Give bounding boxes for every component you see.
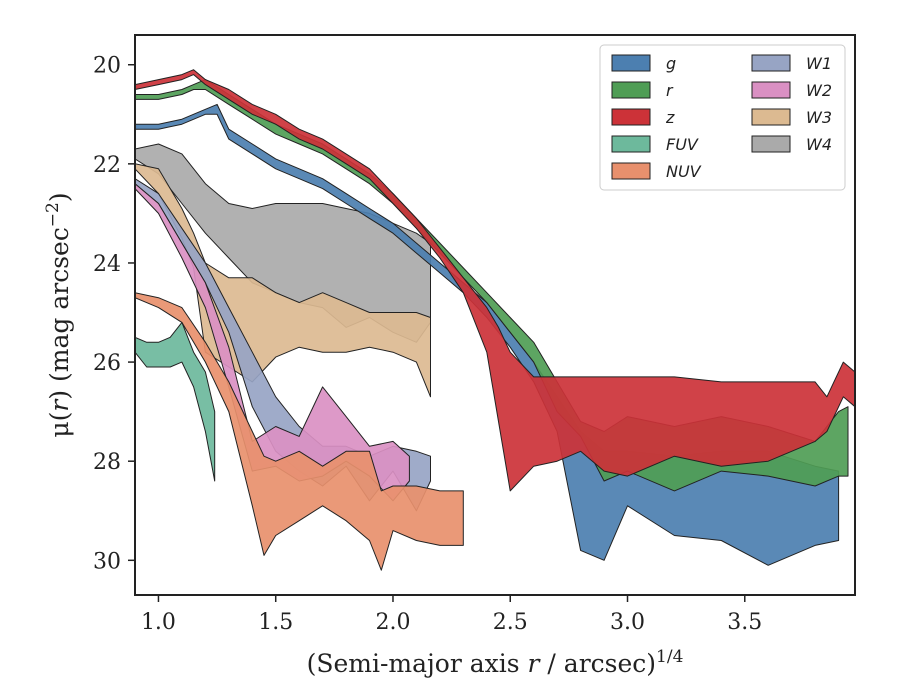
legend-label-z: z <box>665 108 675 127</box>
y-tick-label: 20 <box>93 54 121 79</box>
y-tick-label: 28 <box>93 450 121 475</box>
series-band-nuv <box>135 292 464 571</box>
legend-swatch-fuv <box>611 135 651 153</box>
x-tick-label: 1.0 <box>141 610 176 635</box>
y-tick-label: 30 <box>93 549 121 574</box>
x-tick-label: 3.0 <box>610 610 645 635</box>
plot-frame <box>134 34 856 596</box>
legend-label-w4: W4 <box>806 135 832 154</box>
legend-label-w2: W2 <box>806 81 832 100</box>
legend-label-nuv: NUV <box>666 162 702 181</box>
series-band-w2 <box>135 183 410 502</box>
y-tick-label: 22 <box>93 153 121 178</box>
x-axis: 1.0 1.5 2.0 2.5 3.0 3.5 <box>141 595 762 635</box>
legend-swatch-g <box>611 54 651 72</box>
legend: grz FUV NUV W1 W2 W3 W4 <box>599 44 846 191</box>
legend-label-r: r <box>666 81 674 100</box>
legend-label-w3: W3 <box>806 108 832 127</box>
y-axis: 20 22 24 26 28 30 <box>93 54 135 574</box>
legend-box <box>599 44 846 191</box>
legend-swatch-w2 <box>751 81 791 99</box>
y-tick-label: 26 <box>93 351 121 376</box>
series-band-fuv <box>135 321 216 482</box>
legend-label-w1: W1 <box>806 54 832 73</box>
legend-swatch-w4 <box>751 135 791 153</box>
x-tick-label: 2.5 <box>493 610 528 635</box>
legend-swatch-nuv <box>611 162 651 180</box>
x-tick-label: 3.5 <box>727 610 762 635</box>
series-layer <box>135 69 855 571</box>
legend-swatch-z <box>611 108 651 126</box>
x-tick-label: 2.0 <box>375 610 410 635</box>
legend-swatch-r <box>611 81 651 99</box>
x-axis-label: (Semi-major axis r / arcsec)1/4 <box>307 647 684 678</box>
x-tick-label: 1.5 <box>258 610 293 635</box>
legend-label-fuv: FUV <box>666 135 699 154</box>
legend-swatch-w3 <box>751 108 791 126</box>
legend-label-g: g <box>666 54 676 73</box>
legend-swatch-w1 <box>751 54 791 72</box>
series-band-z <box>135 69 855 492</box>
y-tick-label: 24 <box>93 252 121 277</box>
series-band-g <box>135 103 840 566</box>
y-axis-label: μ(r) (mag arcsec−2) <box>43 192 74 437</box>
